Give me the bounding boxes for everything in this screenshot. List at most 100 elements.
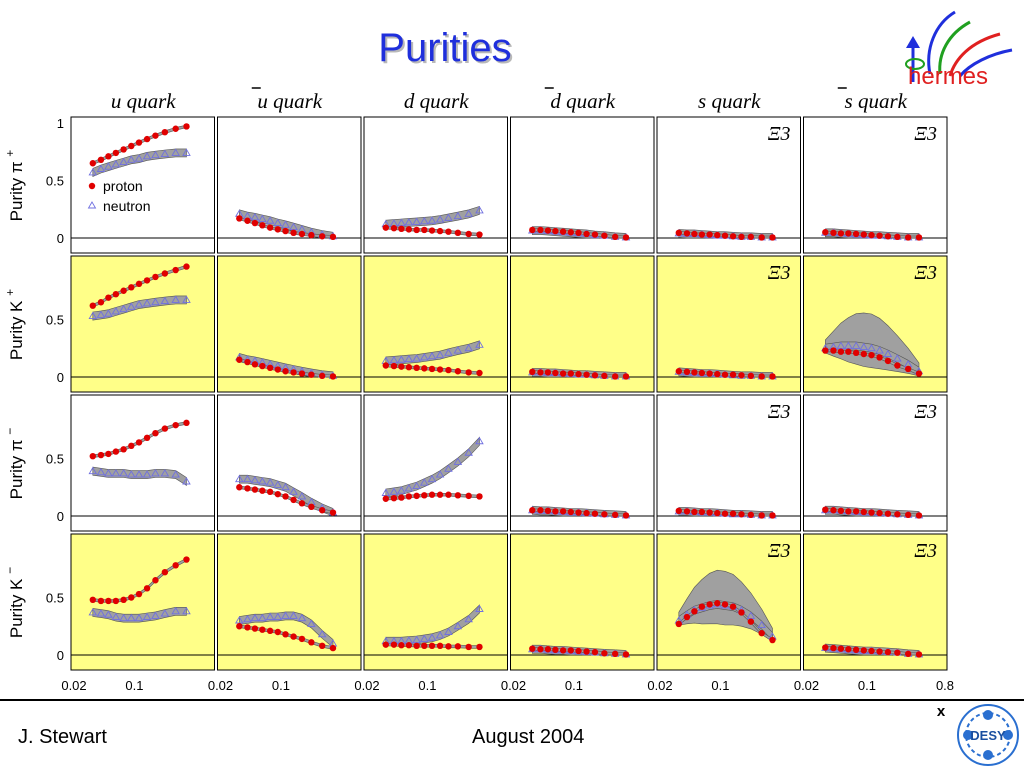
proton-point: [290, 496, 297, 504]
x-tick-label: 0.02: [208, 678, 233, 693]
neutron-point: [757, 620, 766, 629]
proton-point: [611, 511, 619, 519]
proton-point: [143, 585, 151, 592]
proton-point: [436, 642, 444, 649]
proton-point: [135, 590, 143, 598]
neutron-point: [420, 353, 429, 361]
proton-point: [390, 494, 398, 502]
proton-point: [329, 373, 337, 380]
proton-point: [135, 280, 143, 288]
proton-point: [436, 366, 444, 373]
proton-point: [398, 363, 405, 370]
proton-point: [465, 230, 472, 238]
proton-point: [747, 511, 755, 519]
proton-point: [769, 234, 776, 241]
proton-point: [552, 369, 559, 377]
page-title: Purities: [378, 26, 512, 70]
proton-point: [405, 493, 413, 500]
panel-frame: [70, 255, 215, 393]
panel-annotation: Ξ3: [768, 401, 791, 423]
row-label-2: Purity π −: [3, 428, 26, 500]
proton-point: [298, 230, 306, 238]
proton-point: [552, 508, 559, 515]
proton-point: [769, 636, 776, 644]
proton-point: [868, 647, 875, 655]
proton-point: [152, 273, 159, 281]
neutron-point: [151, 297, 160, 306]
panel-annotation: Ξ3: [768, 540, 791, 562]
proton-point: [329, 644, 337, 652]
panel-3-1: [217, 533, 362, 671]
proton-point: [120, 596, 127, 603]
proton-point: [683, 230, 691, 237]
proton-point: [251, 486, 259, 493]
neutron-point: [420, 216, 429, 225]
neutron-point: [289, 487, 298, 495]
neutron-point: [151, 469, 160, 477]
panel-annotation: Ξ3: [914, 540, 937, 562]
panel-0-3: [510, 116, 655, 254]
row-label-3: Purity K −: [3, 567, 26, 638]
neutron-point: [171, 295, 180, 303]
panel-frame: [363, 255, 508, 393]
neutron-point: [160, 609, 170, 617]
proton-point: [161, 569, 169, 576]
proton-point: [251, 361, 259, 368]
proton-point: [183, 263, 190, 270]
neutron-point: [475, 604, 484, 612]
panel-frame: [217, 533, 362, 671]
proton-point: [721, 601, 729, 608]
panel-1-2: [363, 255, 508, 393]
footer-date: August 2004: [472, 726, 585, 748]
proton-point: [852, 349, 860, 357]
panel-annotation: Ξ3: [914, 401, 937, 423]
y-tick-label: 0.5: [46, 174, 64, 189]
proton-point: [152, 132, 159, 139]
proton-point: [329, 509, 337, 516]
proton-point: [445, 366, 452, 374]
proton-point: [172, 421, 179, 429]
panel-annotation: Ξ3: [768, 123, 791, 145]
proton-point: [738, 233, 745, 241]
proton-point: [544, 227, 552, 234]
proton-point: [529, 368, 536, 376]
proton-point: [583, 509, 590, 517]
proton-point: [611, 373, 619, 380]
proton-point: [244, 217, 251, 224]
proton-point: [259, 626, 266, 633]
y-tick-label: 1: [57, 116, 64, 131]
proton-point: [282, 493, 289, 500]
proton-point: [622, 234, 630, 241]
neutron-point: [134, 613, 144, 622]
proton-point: [329, 233, 337, 241]
proton-point: [274, 226, 281, 233]
proton-point: [738, 372, 745, 379]
proton-point: [837, 507, 845, 515]
neutron-point: [134, 154, 144, 162]
proton-point: [822, 347, 829, 354]
neutron-point: [281, 482, 290, 491]
proton-point: [529, 507, 536, 514]
proton-point: [298, 370, 306, 377]
neutron-point: [160, 296, 170, 305]
neutron-point: [420, 478, 429, 486]
proton-point: [454, 368, 462, 375]
proton-point: [454, 229, 462, 237]
panel-2-3: [510, 394, 655, 532]
proton-point: [318, 372, 326, 380]
neutron-point: [412, 635, 421, 643]
proton-point: [706, 509, 713, 516]
proton-point: [274, 490, 281, 498]
proton-point: [436, 491, 444, 498]
legend-proton-marker: [88, 182, 96, 190]
proton-point: [298, 635, 306, 643]
proton-point: [290, 369, 297, 376]
proton-point: [251, 625, 259, 632]
proton-point: [729, 371, 737, 378]
proton-point: [183, 419, 190, 427]
proton-point: [112, 291, 120, 298]
proton-point: [97, 451, 105, 459]
neutron-point: [475, 340, 484, 348]
proton-point: [904, 511, 912, 519]
neutron-point: [243, 614, 252, 623]
